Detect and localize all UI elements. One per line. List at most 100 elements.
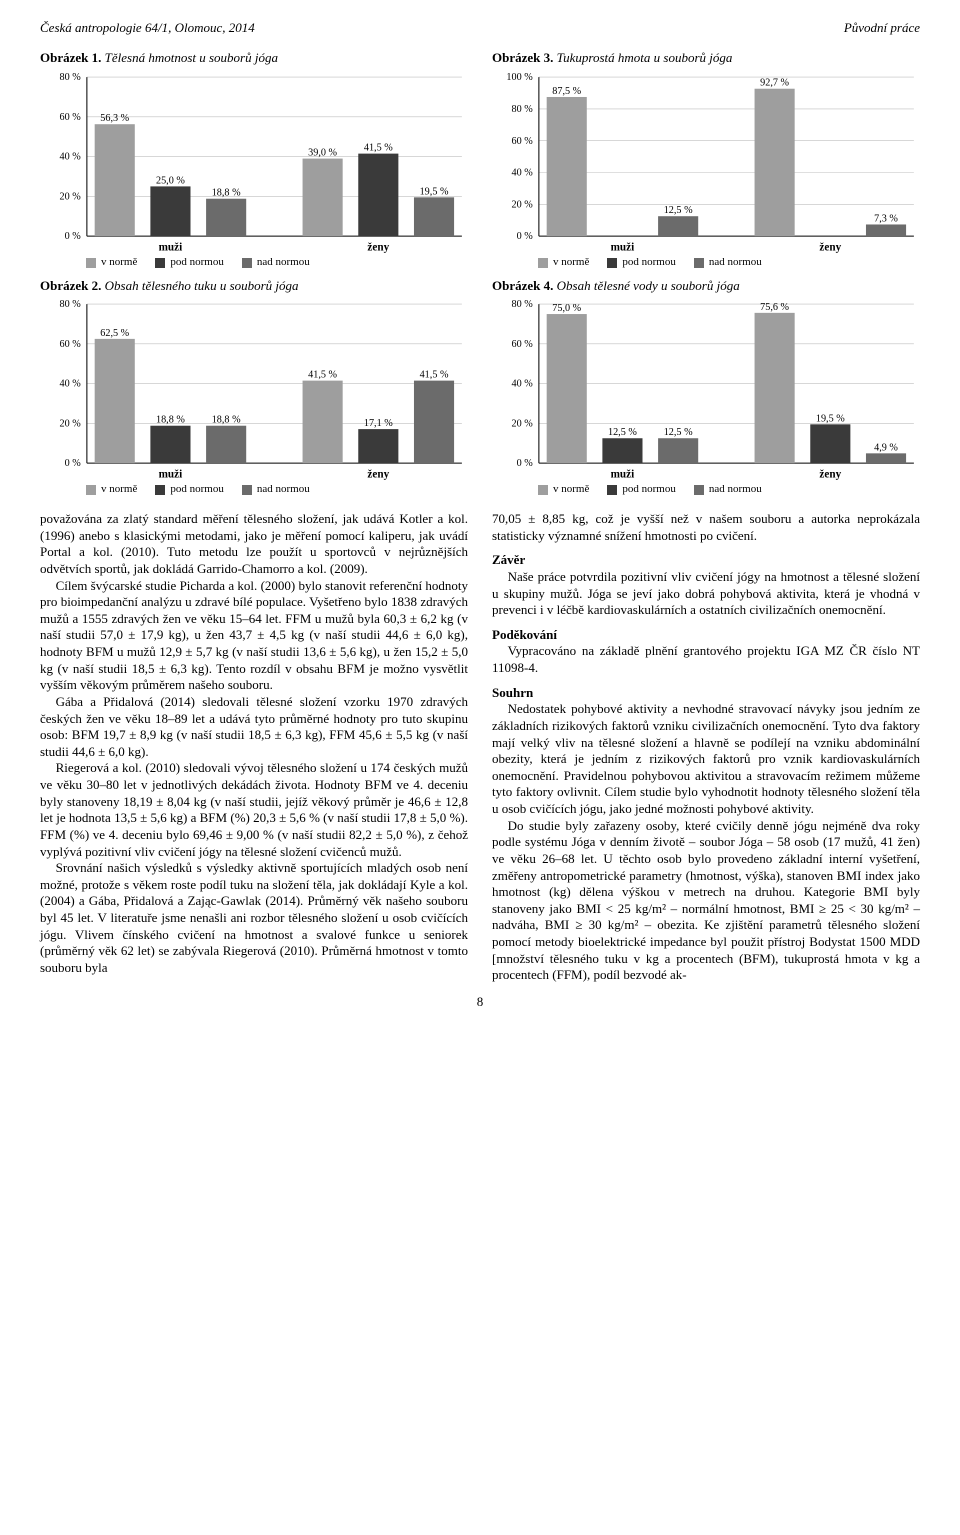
figure-2-number: Obrázek 2.	[40, 278, 101, 293]
svg-text:20 %: 20 %	[60, 418, 82, 429]
svg-text:muži: muži	[611, 468, 635, 480]
svg-text:60 %: 60 %	[512, 135, 534, 146]
svg-text:12,5 %: 12,5 %	[608, 427, 637, 438]
legend-label: nad normou	[709, 256, 762, 270]
para: Srovnání našich výsledků s výsledky akti…	[40, 860, 468, 976]
legend-item: nad normou	[242, 256, 310, 270]
chart-3-legend: v normě pod normou nad normou	[538, 256, 920, 270]
svg-text:25,0 %: 25,0 %	[156, 175, 185, 186]
figure-1: Obrázek 1. Tělesná hmotnost u souborů jó…	[40, 50, 468, 269]
svg-text:19,5 %: 19,5 %	[816, 413, 845, 424]
svg-text:muži: muži	[159, 468, 183, 480]
svg-text:40 %: 40 %	[512, 379, 534, 390]
svg-text:92,7 %: 92,7 %	[760, 77, 789, 88]
page-number: 8	[40, 994, 920, 1010]
legend-label: v normě	[101, 256, 137, 270]
svg-text:20 %: 20 %	[512, 199, 534, 210]
legend-label: pod normou	[622, 256, 675, 270]
legend-item: pod normou	[607, 483, 675, 497]
legend-item: v normě	[86, 256, 137, 270]
heading-souhrn: Souhrn	[492, 685, 920, 702]
svg-text:75,6 %: 75,6 %	[760, 302, 789, 313]
svg-text:ženy: ženy	[367, 241, 389, 253]
svg-text:75,0 %: 75,0 %	[552, 303, 581, 314]
svg-text:19,5 %: 19,5 %	[420, 186, 449, 197]
legend-swatch	[607, 258, 617, 268]
legend-swatch	[694, 258, 704, 268]
legend-label: v normě	[553, 483, 589, 497]
figure-2-caption: Obsah tělesného tuku u souborů jóga	[105, 278, 299, 293]
legend-label: nad normou	[257, 483, 310, 497]
svg-text:56,3 %: 56,3 %	[100, 113, 129, 124]
chart-2-legend: v norměpod normounad normou	[86, 483, 468, 497]
svg-text:20 %: 20 %	[512, 418, 534, 429]
figure-2: Obrázek 2. Obsah tělesného tuku u soubor…	[40, 278, 468, 497]
chart-4: 0 %20 %40 %60 %80 %75,0 %12,5 %12,5 %75,…	[492, 298, 920, 481]
figure-3-title: Obrázek 3. Tukuprostá hmota u souborů jó…	[492, 50, 920, 66]
legend-swatch	[607, 485, 617, 495]
svg-text:41,5 %: 41,5 %	[308, 369, 337, 380]
svg-text:12,5 %: 12,5 %	[664, 427, 693, 438]
legend-item: nad normou	[694, 483, 762, 497]
legend-label: v normě	[553, 256, 589, 270]
svg-text:80 %: 80 %	[512, 299, 534, 310]
svg-text:muži: muži	[611, 241, 635, 253]
svg-text:80 %: 80 %	[60, 72, 82, 83]
svg-text:40 %: 40 %	[60, 379, 82, 390]
para: Naše práce potvrdila pozitivní vliv cvič…	[492, 569, 920, 619]
svg-text:60 %: 60 %	[60, 339, 82, 350]
header-left: Česká antropologie 64/1, Olomouc, 2014	[40, 20, 255, 36]
legend-item: nad normou	[242, 483, 310, 497]
legend-label: pod normou	[170, 256, 223, 270]
svg-text:20 %: 20 %	[60, 191, 82, 202]
chart-3: 0 %20 %40 %60 %80 %100 %87,5 %12,5 %92,7…	[492, 71, 920, 254]
svg-text:62,5 %: 62,5 %	[100, 328, 129, 339]
figure-2-title: Obrázek 2. Obsah tělesného tuku u soubor…	[40, 278, 468, 294]
para: považována za zlatý standard měření těle…	[40, 511, 468, 578]
para: Do studie byly zařazeny osoby, které cvi…	[492, 818, 920, 984]
para: Nedostatek pohybové aktivity a nevhodné …	[492, 701, 920, 817]
figure-4-caption: Obsah tělesné vody u souborů jóga	[557, 278, 740, 293]
svg-text:18,8 %: 18,8 %	[212, 187, 241, 198]
svg-text:39,0 %: 39,0 %	[308, 147, 337, 158]
header-right: Původní práce	[844, 20, 920, 36]
svg-text:60 %: 60 %	[512, 339, 534, 350]
legend-swatch	[538, 485, 548, 495]
figure-3: Obrázek 3. Tukuprostá hmota u souborů jó…	[492, 50, 920, 269]
figure-1-title: Obrázek 1. Tělesná hmotnost u souborů jó…	[40, 50, 468, 66]
svg-text:41,5 %: 41,5 %	[364, 142, 393, 153]
body-text: považována za zlatý standard měření těle…	[40, 511, 920, 984]
svg-text:40 %: 40 %	[512, 167, 534, 178]
legend-swatch	[242, 258, 252, 268]
figure-4-title: Obrázek 4. Obsah tělesné vody u souborů …	[492, 278, 920, 294]
legend-item: v normě	[538, 483, 589, 497]
figure-1-number: Obrázek 1.	[40, 50, 101, 65]
legend-item: v normě	[538, 256, 589, 270]
heading-zaver: Závěr	[492, 552, 920, 569]
legend-item: pod normou	[607, 256, 675, 270]
chart-1-legend: v normě pod normou nad normou	[86, 256, 468, 270]
svg-text:ženy: ženy	[819, 468, 841, 480]
svg-text:40 %: 40 %	[60, 151, 82, 162]
para: Gába a Přidalová (2014) sledovali tělesn…	[40, 694, 468, 761]
svg-text:muži: muži	[159, 241, 183, 253]
legend-swatch	[242, 485, 252, 495]
para: Cílem švýcarské studie Picharda a kol. (…	[40, 578, 468, 694]
legend-item: pod normou	[155, 256, 223, 270]
svg-text:17,1 %: 17,1 %	[364, 418, 393, 429]
legend-label: pod normou	[622, 483, 675, 497]
svg-text:4,9 %: 4,9 %	[874, 442, 898, 453]
legend-swatch	[538, 258, 548, 268]
figure-row-2: Obrázek 2. Obsah tělesného tuku u soubor…	[40, 278, 920, 497]
legend-label: v normě	[101, 483, 137, 497]
legend-item: nad normou	[694, 256, 762, 270]
svg-text:87,5 %: 87,5 %	[552, 85, 581, 96]
running-header: Česká antropologie 64/1, Olomouc, 2014 P…	[40, 20, 920, 36]
svg-text:41,5 %: 41,5 %	[420, 369, 449, 380]
para: Riegerová a kol. (2010) sledovali vývoj …	[40, 760, 468, 860]
chart-2: 0 %20 %40 %60 %80 %62,5 %18,8 %18,8 %41,…	[40, 298, 468, 481]
svg-text:12,5 %: 12,5 %	[664, 205, 693, 216]
svg-text:0 %: 0 %	[65, 231, 82, 242]
svg-text:ženy: ženy	[819, 241, 841, 253]
svg-text:0 %: 0 %	[517, 231, 534, 242]
